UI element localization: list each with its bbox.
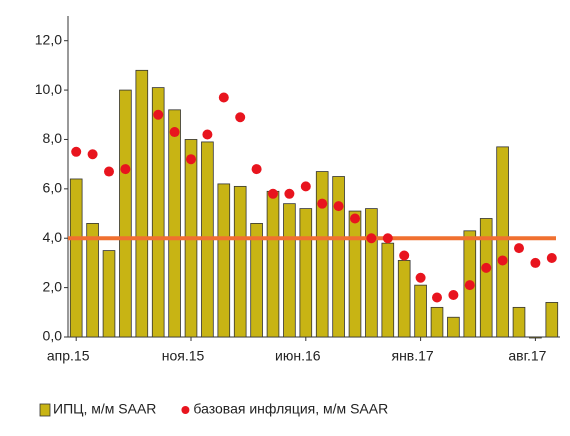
dot xyxy=(366,233,377,244)
x-tick-label: июн.16 xyxy=(275,348,321,364)
bar xyxy=(365,208,378,338)
y-tick-label: 2,0 xyxy=(43,278,63,294)
dot xyxy=(104,166,114,177)
dot xyxy=(268,188,278,199)
dot xyxy=(317,198,328,209)
dot xyxy=(218,92,229,103)
dot xyxy=(186,154,196,165)
bar xyxy=(217,183,231,338)
legend-label: базовая инфляция, м/м SAAR xyxy=(193,401,388,417)
x-tick-label: апр.15 xyxy=(47,348,90,364)
bar xyxy=(119,89,132,338)
bar xyxy=(315,171,329,338)
bar xyxy=(69,178,83,338)
dot xyxy=(497,255,508,266)
dot xyxy=(448,290,459,301)
bar xyxy=(86,223,99,338)
x-tick-label: авг.17 xyxy=(508,348,546,364)
dot xyxy=(530,257,541,268)
dot xyxy=(350,213,360,224)
dot xyxy=(120,164,131,175)
dot xyxy=(284,188,295,199)
bar xyxy=(496,146,509,338)
legend-swatch xyxy=(39,403,51,417)
bar xyxy=(266,190,280,338)
dot xyxy=(399,250,410,261)
bar xyxy=(168,109,181,338)
x-tick-label: ноя.15 xyxy=(162,348,205,364)
bar xyxy=(397,260,411,338)
dot xyxy=(71,146,82,157)
dot xyxy=(432,292,442,303)
dot xyxy=(415,272,426,283)
bar xyxy=(135,69,149,338)
dot xyxy=(481,262,492,273)
dot xyxy=(333,201,344,212)
x-tick-label: янв.17 xyxy=(391,348,433,364)
bar xyxy=(102,250,116,338)
bar xyxy=(381,242,395,338)
dot xyxy=(300,181,311,192)
bar xyxy=(250,223,263,338)
y-tick-label: 4,0 xyxy=(43,229,63,245)
dot xyxy=(87,149,98,160)
bar xyxy=(332,176,345,338)
bar xyxy=(414,284,427,338)
bar xyxy=(447,316,460,338)
dot xyxy=(251,164,262,175)
y-tick-label: 8,0 xyxy=(43,130,63,146)
bar xyxy=(545,302,559,338)
dot xyxy=(235,112,246,123)
bar xyxy=(512,306,526,338)
bar xyxy=(529,336,542,339)
bar xyxy=(233,185,247,338)
dot xyxy=(382,233,393,244)
dot xyxy=(546,252,557,263)
bar xyxy=(430,306,444,338)
bar xyxy=(348,210,362,338)
dot xyxy=(153,109,164,120)
bar xyxy=(151,87,165,338)
y-tick-label: 0,0 xyxy=(43,328,63,344)
y-tick-label: 10,0 xyxy=(35,81,62,97)
bar xyxy=(283,203,296,338)
legend-label: ИПЦ, м/м SAAR xyxy=(53,401,156,417)
legend-swatch xyxy=(181,406,190,414)
bar xyxy=(299,208,313,338)
dot xyxy=(169,127,180,138)
dot xyxy=(464,280,475,291)
dot xyxy=(202,129,213,140)
y-tick-label: 6,0 xyxy=(43,180,63,196)
y-tick-label: 12,0 xyxy=(35,31,62,47)
dot xyxy=(514,243,524,254)
bar xyxy=(479,218,493,338)
